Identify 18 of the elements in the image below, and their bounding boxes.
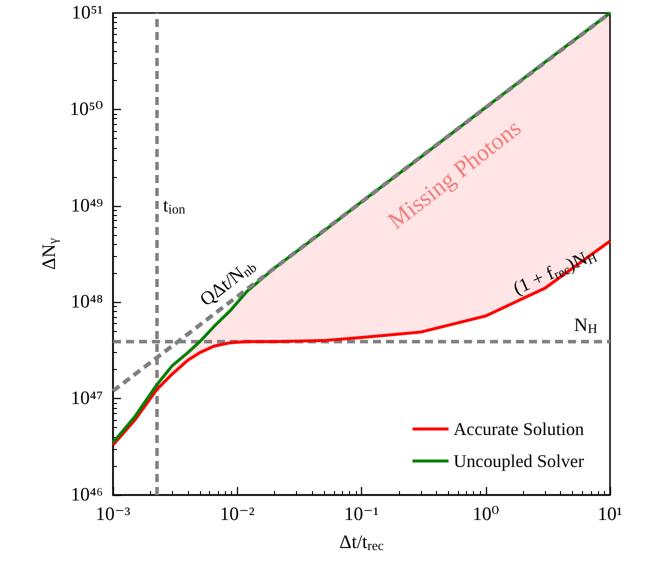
x-tick-label: 10⁻² [220, 504, 255, 525]
x-tick-label: 10⁻¹ [344, 504, 380, 525]
y-tick-label: 10⁴⁸ [70, 292, 103, 313]
x-axis-title: Δt/trec [339, 532, 384, 553]
y-tick-label: 10⁴⁹ [70, 195, 104, 216]
x-tick-label: 10⁻³ [96, 504, 131, 525]
y-tick-label: 10⁴⁷ [70, 388, 103, 410]
annotation: (1 + frec)NH [510, 248, 600, 300]
y-axis-title: ΔNγ [38, 238, 60, 270]
y-tick-label: 10⁵⁰ [70, 98, 104, 120]
x-tick-label: 10¹ [598, 504, 623, 525]
ref-line-label: tion [163, 195, 186, 216]
ref-line-label: NH [574, 315, 598, 336]
legend-label: Uncoupled Solver [454, 451, 584, 471]
y-tick-label: 10⁴⁶ [70, 484, 103, 506]
legend-label: Accurate Solution [454, 419, 584, 439]
x-tick-label: 10⁰ [472, 504, 500, 525]
y-tick-label: 10⁵¹ [72, 2, 104, 24]
